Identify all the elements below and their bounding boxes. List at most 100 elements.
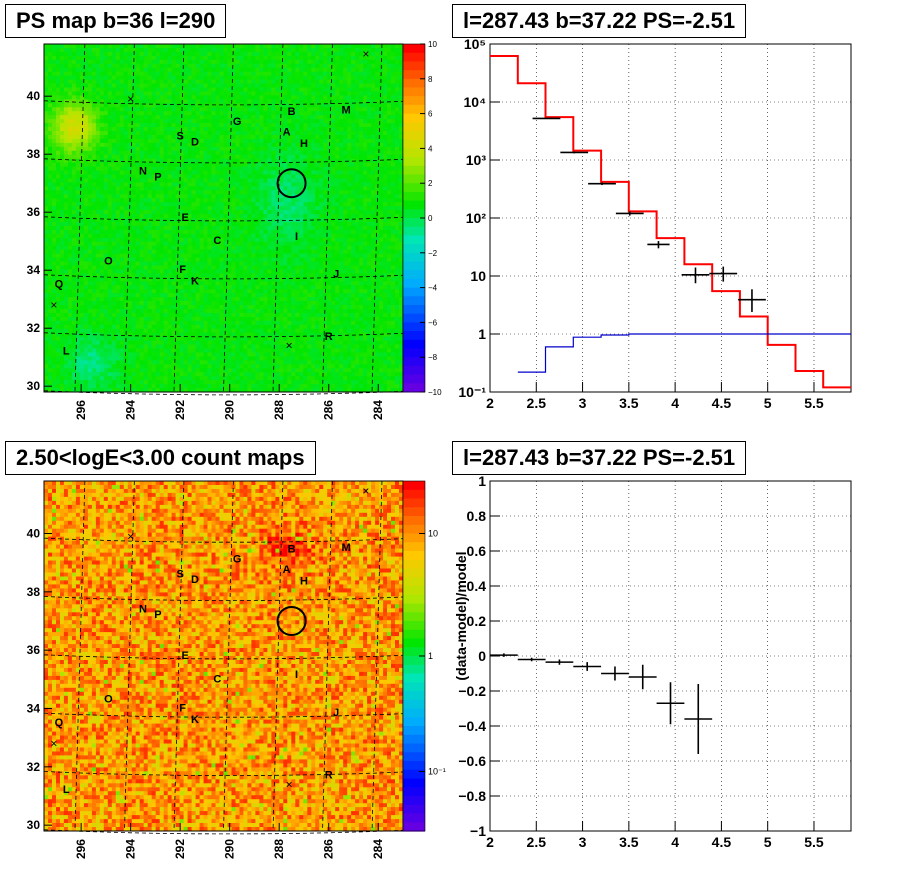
colorbar-cell [403, 594, 425, 605]
colorbar-cell [403, 481, 425, 491]
grid-lon-line [173, 43, 185, 393]
colorbar-label: −10 [428, 388, 442, 397]
source-label: F [179, 264, 186, 276]
source-cross: × [362, 47, 369, 61]
x-tick-label: 288 [272, 839, 286, 859]
source-label: S [177, 131, 184, 143]
source-label: B [288, 106, 296, 118]
colorbar-cell [403, 209, 425, 219]
y-tick-label: −0.6 [458, 753, 486, 769]
colorbar-cell [403, 278, 425, 289]
colorbar-cell [403, 586, 425, 596]
x-tick-label: 292 [173, 839, 187, 859]
colorbar-cell [403, 524, 425, 535]
colorbar-cell [403, 331, 425, 341]
y-tick-label: 40 [27, 89, 41, 103]
x-tick-label: 5 [764, 834, 772, 850]
y-tick-label: 30 [27, 379, 41, 393]
colorbar-cell [403, 235, 425, 245]
colorbar-cell [403, 174, 425, 184]
source-label: A [283, 126, 291, 138]
grid-lon-line [272, 43, 284, 393]
source-label: R [325, 770, 333, 782]
colorbar-cell [403, 104, 425, 115]
y-tick-label: 30 [27, 818, 41, 832]
colorbar-label: −6 [428, 318, 438, 327]
ps-map-image [44, 44, 404, 393]
source-label: A [283, 564, 291, 576]
colorbar-cell [403, 542, 425, 552]
colorbar-cell [403, 533, 425, 543]
colorbar-cell [403, 691, 425, 701]
grid-lat-line [43, 654, 404, 660]
source-label: E [181, 650, 188, 662]
y-tick-label: 36 [27, 205, 41, 219]
count-map-axes: 296 294 292 290 288 286 284 40 38 36 34 32 30 [27, 480, 404, 859]
x-tick-label: 286 [322, 400, 336, 420]
source-label: N [139, 603, 147, 615]
source-label: P [154, 609, 161, 621]
colorbar-cell [403, 516, 425, 526]
x-tick-label: 2 [486, 834, 494, 850]
colorbar-cell [403, 383, 425, 393]
colorbar-cell [403, 822, 425, 832]
colorbar-cell [403, 664, 425, 675]
colorbar-cell [403, 726, 425, 736]
colorbar-cell [403, 699, 425, 710]
colorbar-cell [403, 296, 425, 306]
ps-colorbar: 10 8 6 4 2 0 −2 −4 −6 −8 −10 [402, 40, 442, 397]
colorbar-cell [403, 270, 425, 280]
x-tick-label: 2.5 [527, 395, 547, 411]
x-tick-label: 3.5 [619, 395, 639, 411]
grid-lat-line [43, 274, 404, 280]
colorbar-cell [403, 769, 425, 780]
colorbar-cell [403, 489, 425, 500]
grid-lon-line [322, 480, 333, 832]
x-tick-label: 294 [124, 400, 138, 420]
colorbar-cell [403, 87, 425, 97]
colorbar-cell [403, 796, 425, 806]
colorbar-cell [403, 313, 425, 323]
y-tick-label: 38 [27, 585, 41, 599]
y-tick-label: −0.2 [458, 683, 486, 699]
background-histogram [517, 333, 851, 373]
residual-title: l=287.43 b=37.22 PS=-2.51 [452, 441, 747, 475]
grid-lon-line [272, 480, 284, 832]
colorbar-cell [403, 559, 425, 570]
y-tick-label: 1 [478, 473, 486, 489]
y-tick-label: 10⁵ [464, 36, 486, 52]
model-histogram [490, 55, 851, 389]
x-tick-label: 2 [486, 395, 494, 411]
source-label: O [104, 694, 113, 706]
source-label: D [191, 574, 199, 586]
y-tick-label: 0.8 [467, 508, 487, 524]
source-cross: × [50, 737, 57, 751]
colorbar-label: 2 [428, 179, 433, 188]
y-tick-label: 38 [27, 147, 41, 161]
y-tick-label: 36 [27, 643, 41, 657]
y-tick-label: 10⁻¹ [458, 384, 486, 400]
grid-lon-line [223, 43, 234, 393]
colorbar-cell [403, 44, 425, 54]
grid-lat-line [43, 390, 404, 396]
y-axis-label: (data-model)/model [453, 551, 469, 680]
source-label: O [104, 255, 113, 267]
grid-lon-line [322, 43, 333, 393]
count-map-overlay: B M AH G S D N P E C I O FK J Q L R × × × × [43, 480, 404, 835]
colorbar-label: 4 [428, 144, 433, 153]
colorbar-cell [403, 629, 425, 640]
source-label: C [213, 235, 221, 247]
source-label: K [191, 276, 199, 288]
colorbar-cell [403, 165, 425, 175]
colorbar-cell [403, 287, 425, 297]
colorbar-cell [403, 787, 425, 797]
y-tick-label: 10² [466, 210, 487, 226]
colorbar-cell [403, 339, 425, 349]
y-tick-label: 10 [470, 268, 486, 284]
source-label: Q [55, 717, 64, 729]
x-tick-label: 294 [124, 839, 138, 859]
colorbar-cell [403, 61, 425, 71]
source-cross: × [362, 484, 369, 498]
colorbar-cell [403, 743, 425, 753]
